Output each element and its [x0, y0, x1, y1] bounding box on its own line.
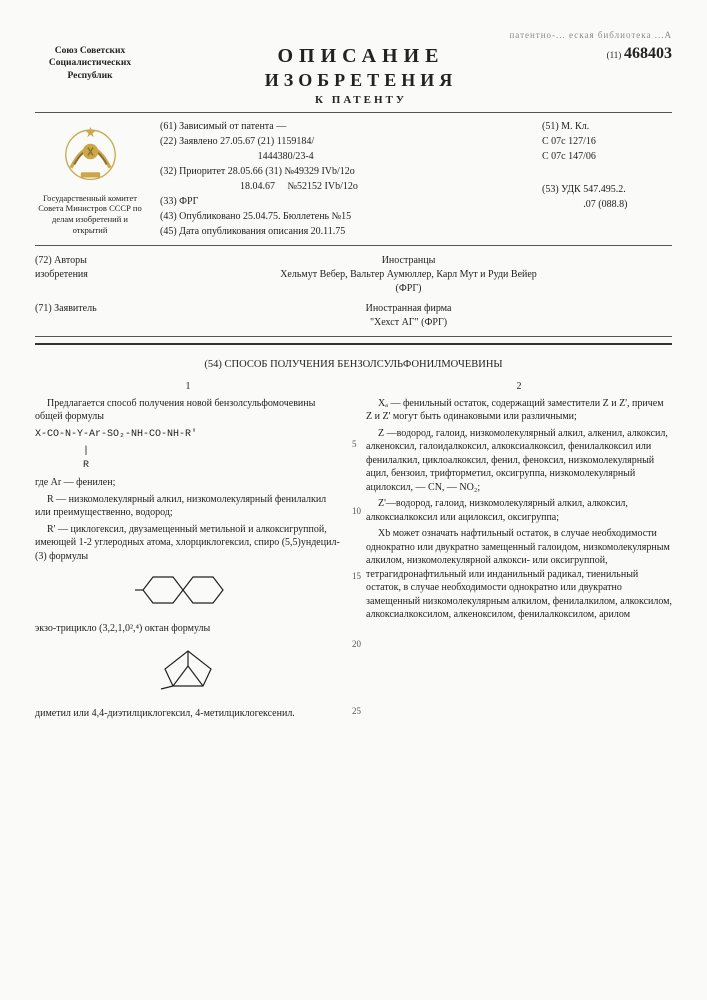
- line-mark: 25: [352, 705, 361, 717]
- emblem-block: Государственный комитет Совета Министров…: [35, 119, 145, 239]
- field-61: (61) Зависимый от патента —: [160, 119, 534, 134]
- para-where: где Ar — фенилен;: [35, 476, 341, 490]
- field-51a: С 07с 127/16: [542, 134, 672, 149]
- para-last: диметил или 4,4-диэтилциклогексил, 4-мет…: [35, 707, 341, 721]
- para-z1: Z'—водород, галоид, низкомолекулярный ал…: [366, 497, 672, 524]
- divider: [35, 336, 672, 337]
- title-sub: ИЗОБРЕТЕНИЯ: [160, 70, 562, 91]
- line-mark: 15: [352, 570, 361, 582]
- col-number: 1: [35, 380, 341, 394]
- para-exo: экзо-трицикло (3,2,1,0²,⁴) октан формулы: [35, 622, 341, 636]
- field-22: (22) Заявлено 27.05.67: [160, 136, 255, 147]
- committee-name: Государственный комитет Совета Министров…: [35, 193, 145, 236]
- applicant-nation: Иностранная фирма: [145, 302, 672, 316]
- structure-spiro: [35, 569, 341, 616]
- para-r1-def: R' — циклогексил, двузамещенный метильно…: [35, 523, 341, 564]
- para-r-def: R — низкомолекулярный алкил, низкомолеку…: [35, 493, 341, 520]
- field-51b: С 07с 147/06: [542, 149, 672, 164]
- authors-names: Хельмут Вебер, Вальтер Аумюллер, Карл Му…: [145, 268, 672, 296]
- field-31b: №52152 IVb/12o: [288, 181, 358, 192]
- bibliography: (61) Зависимый от патента — (22) Заявлен…: [160, 119, 672, 239]
- structure-tricyclo: [35, 641, 341, 701]
- field-53-label: (53) УДК: [542, 184, 581, 195]
- patent-number-label: (11): [607, 50, 622, 60]
- bibliographic-section: Государственный комитет Совета Министров…: [35, 119, 672, 239]
- field-45: (45) Дата опубликования описания 20.11.7…: [160, 224, 534, 239]
- chem-formula-main: X-CO-N-Y-Ar-SO₂-NH-CO-NH-R': [35, 428, 341, 442]
- description-body: 1 Предлагается способ получения новой бе…: [35, 380, 672, 723]
- chem-formula-sub: | R: [35, 445, 341, 472]
- field-31a: №49329 IVb/12o: [284, 166, 354, 177]
- para-xb: Xb может означать нафтильный остаток, в …: [366, 527, 672, 622]
- para-xa: Xₐ — фенильный остаток, содержащий замес…: [366, 397, 672, 424]
- column-2: 2 5 10 15 20 25 Xₐ — фенильный остаток, …: [366, 380, 672, 723]
- col-number: 2: [366, 380, 672, 394]
- line-mark: 20: [352, 638, 361, 650]
- field-33: (33) ФРГ: [160, 194, 534, 209]
- title-patent: К ПАТЕНТУ: [160, 94, 562, 106]
- para-intro: Предлагается способ получения новой бенз…: [35, 397, 341, 424]
- title-block: ОПИСАНИЕ ИЗОБРЕТЕНИЯ К ПАТЕНТУ: [160, 45, 562, 106]
- applicant-name: "Хехст АГ" (ФРГ): [145, 316, 672, 330]
- field-53: 547.495.2. .07 (088.8): [583, 182, 627, 212]
- field-51-label: (51) М. Кл.: [542, 119, 672, 134]
- line-mark: 5: [352, 438, 357, 450]
- column-1: 1 Предлагается способ получения новой бе…: [35, 380, 341, 723]
- field-21: (21) 1159184/ 1444380/23-4: [258, 134, 315, 164]
- divider: [35, 112, 672, 113]
- header: Союз Советских Социалистических Республи…: [35, 45, 672, 106]
- line-mark: 10: [352, 505, 361, 517]
- people-section: (72) Авторы изобретения Иностранцы Хельм…: [35, 254, 672, 330]
- authors-label: (72) Авторы изобретения: [35, 254, 135, 296]
- patent-number-block: (11) 468403: [577, 45, 672, 63]
- divider: [35, 245, 672, 246]
- field-43: (43) Опубликовано 25.04.75. Бюллетень №1…: [160, 209, 534, 224]
- authors-nation: Иностранцы: [145, 254, 672, 268]
- issuing-org: Союз Советских Социалистических Республи…: [35, 45, 145, 82]
- applicant-label: (71) Заявитель: [35, 302, 135, 330]
- title-main: ОПИСАНИЕ: [160, 45, 562, 68]
- patent-number: 468403: [624, 45, 672, 62]
- field-32: (32) Приоритет 28.05.66 (31): [160, 166, 282, 177]
- para-z: Z —водород, галоид, низкомолекулярный ал…: [366, 427, 672, 495]
- invention-title: (54) СПОСОБ ПОЛУЧЕНИЯ БЕНЗОЛСУЛЬФОНИЛМОЧ…: [35, 359, 672, 370]
- field-32b: 18.04.67: [240, 181, 275, 192]
- library-stamp: патентно-... еская библиотека ...А: [35, 30, 672, 40]
- ussr-emblem-icon: [58, 119, 123, 184]
- divider-thick: [35, 343, 672, 345]
